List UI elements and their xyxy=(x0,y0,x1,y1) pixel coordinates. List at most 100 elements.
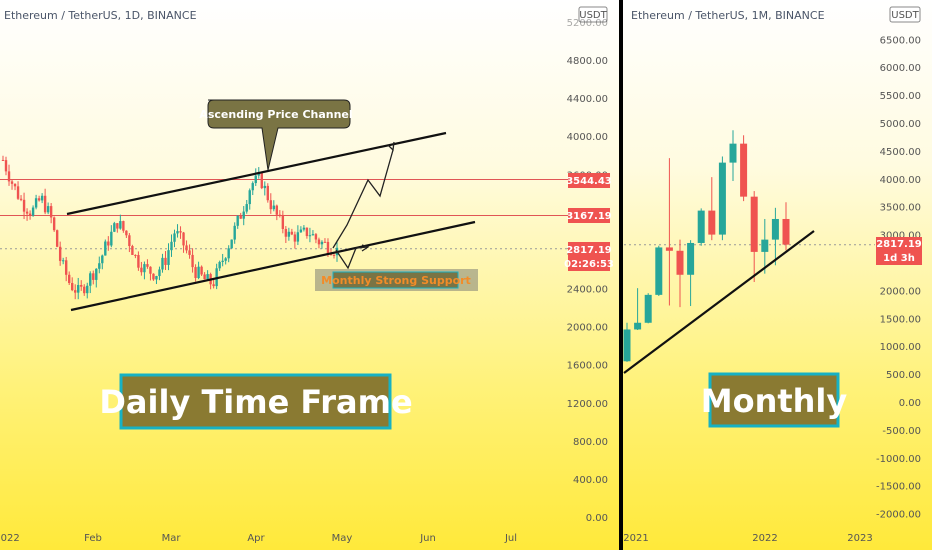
daily-candle[interactable] xyxy=(167,243,170,271)
monthly-candle[interactable] xyxy=(750,191,758,283)
daily-candle[interactable] xyxy=(10,179,14,190)
daily-candle[interactable] xyxy=(58,241,62,266)
daily-candle[interactable] xyxy=(107,236,110,251)
daily-candle[interactable] xyxy=(179,226,182,239)
daily-candle[interactable] xyxy=(161,253,164,273)
daily-candle[interactable] xyxy=(194,264,197,282)
daily-candle[interactable] xyxy=(67,271,71,286)
daily-candle[interactable] xyxy=(248,188,251,210)
daily-candle[interactable] xyxy=(152,273,155,281)
daily-currency-badge[interactable]: USDT xyxy=(578,6,608,23)
daily-candle[interactable] xyxy=(218,260,221,271)
daily-candle[interactable] xyxy=(203,272,206,280)
daily-candle[interactable] xyxy=(299,226,303,233)
daily-candle[interactable] xyxy=(233,222,236,244)
daily-candle[interactable] xyxy=(113,221,116,233)
monthly-candle[interactable] xyxy=(718,156,726,241)
daily-candle[interactable] xyxy=(104,239,107,256)
daily-candle[interactable] xyxy=(320,240,324,249)
daily-candle[interactable] xyxy=(293,231,297,249)
daily-candle[interactable] xyxy=(4,156,8,176)
daily-candle[interactable] xyxy=(191,248,194,273)
daily-candle[interactable] xyxy=(185,240,188,254)
daily-candle[interactable] xyxy=(215,263,218,290)
daily-candle[interactable] xyxy=(146,259,149,269)
daily-candle[interactable] xyxy=(55,229,59,248)
daily-candle[interactable] xyxy=(305,227,309,239)
daily-candle[interactable] xyxy=(239,212,242,219)
daily-candle[interactable] xyxy=(173,229,176,248)
daily-candle[interactable] xyxy=(116,223,119,233)
monthly-candle[interactable] xyxy=(697,208,705,246)
monthly-candle[interactable] xyxy=(623,322,631,362)
daily-candle[interactable] xyxy=(16,181,20,200)
monthly-candle[interactable] xyxy=(729,130,737,182)
daily-candle[interactable] xyxy=(266,183,269,203)
daily-candle[interactable] xyxy=(110,225,113,248)
daily-candle[interactable] xyxy=(89,271,92,294)
daily-candle[interactable] xyxy=(134,254,137,259)
daily-candle[interactable] xyxy=(37,195,41,202)
monthly-candle[interactable] xyxy=(771,207,779,266)
daily-candle[interactable] xyxy=(86,282,89,299)
daily-candle[interactable] xyxy=(34,194,38,210)
daily-candle[interactable] xyxy=(92,270,95,285)
monthly-candle[interactable] xyxy=(761,218,769,274)
monthly-candle[interactable] xyxy=(782,202,790,251)
daily-candle[interactable] xyxy=(272,200,276,212)
daily-candle[interactable] xyxy=(287,227,291,241)
daily-candle[interactable] xyxy=(281,210,285,234)
daily-candle[interactable] xyxy=(308,227,312,243)
channel-lower-line[interactable] xyxy=(70,220,476,312)
daily-candle[interactable] xyxy=(40,193,44,204)
daily-candle[interactable] xyxy=(317,237,321,249)
daily-candle[interactable] xyxy=(131,244,134,255)
daily-candle[interactable] xyxy=(269,193,273,214)
daily-candle[interactable] xyxy=(61,257,65,265)
daily-candle[interactable] xyxy=(254,168,257,186)
daily-candle[interactable] xyxy=(290,228,294,236)
daily-candle[interactable] xyxy=(302,225,306,232)
daily-candle[interactable] xyxy=(227,245,230,263)
daily-candle[interactable] xyxy=(71,277,74,292)
daily-candle[interactable] xyxy=(64,256,68,282)
daily-candle[interactable] xyxy=(314,232,318,244)
daily-candle[interactable] xyxy=(46,202,50,215)
daily-candle[interactable] xyxy=(19,195,23,202)
monthly-candle[interactable] xyxy=(708,177,716,241)
daily-candle[interactable] xyxy=(323,238,327,243)
daily-candle[interactable] xyxy=(125,230,128,238)
daily-candle[interactable] xyxy=(22,192,26,220)
daily-candle[interactable] xyxy=(236,215,239,229)
daily-candle[interactable] xyxy=(77,277,80,300)
daily-candle[interactable] xyxy=(31,205,35,217)
daily-candle[interactable] xyxy=(296,225,300,246)
daily-candle[interactable] xyxy=(52,216,56,232)
daily-candle[interactable] xyxy=(212,278,215,289)
daily-candle[interactable] xyxy=(122,220,125,233)
daily-candle[interactable] xyxy=(224,257,227,265)
daily-candle[interactable] xyxy=(242,206,245,226)
daily-candle[interactable] xyxy=(164,251,167,270)
daily-candle[interactable] xyxy=(284,226,288,244)
daily-candle[interactable] xyxy=(1,155,5,161)
daily-candle[interactable] xyxy=(176,224,179,238)
daily-candle[interactable] xyxy=(98,256,101,274)
daily-candle[interactable] xyxy=(182,231,185,253)
monthly-candle[interactable] xyxy=(740,135,748,202)
daily-candle[interactable] xyxy=(43,188,47,215)
daily-candle[interactable] xyxy=(137,251,140,271)
daily-candle[interactable] xyxy=(206,270,209,280)
daily-candle[interactable] xyxy=(101,254,104,270)
daily-candle[interactable] xyxy=(80,280,83,291)
monthly-currency-badge[interactable]: USDT xyxy=(889,6,921,23)
daily-candle[interactable] xyxy=(49,203,53,224)
daily-candle[interactable] xyxy=(25,208,29,221)
daily-candle[interactable] xyxy=(13,183,17,191)
daily-candle[interactable] xyxy=(260,171,263,190)
daily-candle[interactable] xyxy=(275,204,279,221)
daily-candle[interactable] xyxy=(221,253,224,267)
monthly-candle[interactable] xyxy=(665,158,673,306)
daily-candle[interactable] xyxy=(278,210,282,218)
pane-divider[interactable] xyxy=(619,0,623,550)
